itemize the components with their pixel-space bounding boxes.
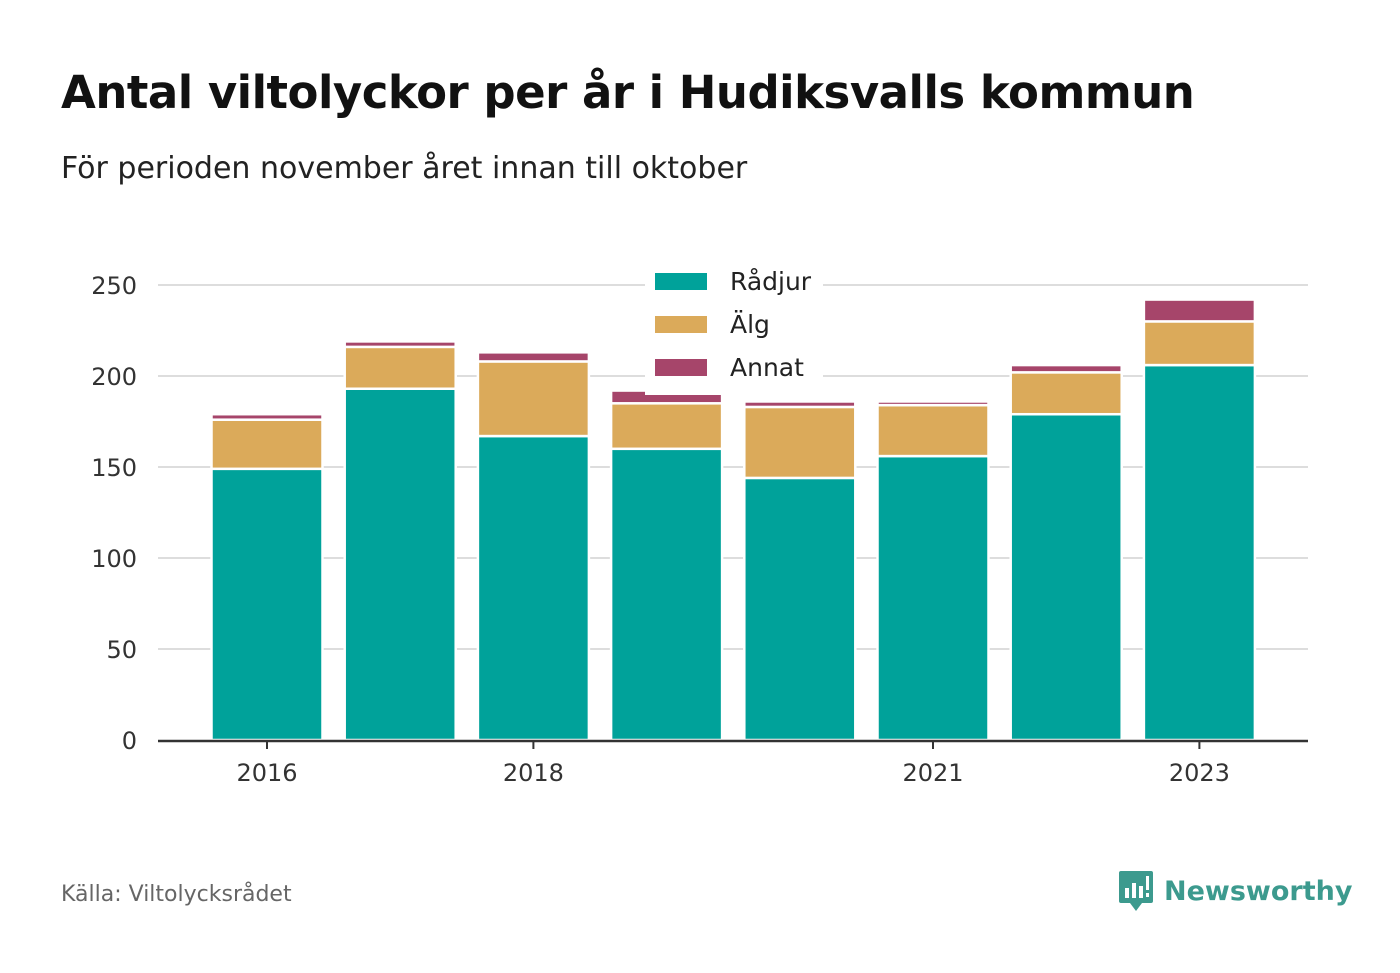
legend-label-radjur: Rådjur [730,267,812,296]
x-tick-label-2021: 2021 [902,759,963,787]
legend-label-alg: Älg [730,310,770,339]
bar-2016-2 [210,412,324,421]
legend-swatch-annat [655,359,707,376]
x-tick-label-2023: 2023 [1169,759,1230,787]
bar-2018-2 [476,351,591,363]
y-tick-label-100: 100 [91,545,137,573]
bar-2019-0 [609,447,724,742]
newsworthy-logo-icon [1119,871,1153,911]
bar-2023-2 [1142,298,1257,323]
bar-2017-2 [343,340,457,349]
bar-2021-1 [876,403,990,458]
bar-2020-2 [743,400,857,409]
y-tick-label-0: 0 [122,727,137,755]
bar-2018-0 [476,434,591,742]
bar-2019-1 [609,402,724,451]
y-tick-label-200: 200 [91,363,137,391]
legend-swatch-alg [655,316,707,333]
source-note: Källa: Viltolycksrådet [61,882,292,907]
bar-2022-0 [1009,412,1123,742]
legend-swatch-radjur [655,273,707,290]
bar-2016-1 [210,418,324,471]
bar-2022-1 [1009,371,1123,416]
y-tick-label-150: 150 [91,454,137,482]
bar-2016-0 [210,467,324,742]
bar-2017-1 [343,345,457,390]
legend-item-radjur: Rådjur [655,260,811,303]
y-tick-label-250: 250 [91,272,137,300]
legend-item-alg: Älg [655,303,811,346]
legend-label-annat: Annat [730,353,804,382]
chart-legend: Rådjur Älg Annat [645,256,824,395]
bar-2022-2 [1009,363,1123,374]
bar-2020-1 [743,405,857,480]
bar-2023-1 [1142,320,1257,367]
brand-logo: Newsworthy [1118,869,1352,913]
bar-2020-0 [743,476,857,742]
brand-name: Newsworthy [1164,875,1353,907]
bar-2021-2 [876,400,990,407]
legend-item-annat: Annat [655,346,811,389]
bar-2021-0 [876,454,990,742]
chart-subtitle: För perioden november året innan till ok… [61,151,748,186]
bar-2018-1 [476,360,591,438]
bar-2023-0 [1142,363,1257,742]
x-tick-label-2018: 2018 [503,759,564,787]
y-tick-label-50: 50 [106,636,137,664]
x-tick-label-2016: 2016 [236,759,297,787]
bar-2017-0 [343,387,457,742]
chart-title: Antal viltolyckor per år i Hudiksvalls k… [61,66,1195,119]
